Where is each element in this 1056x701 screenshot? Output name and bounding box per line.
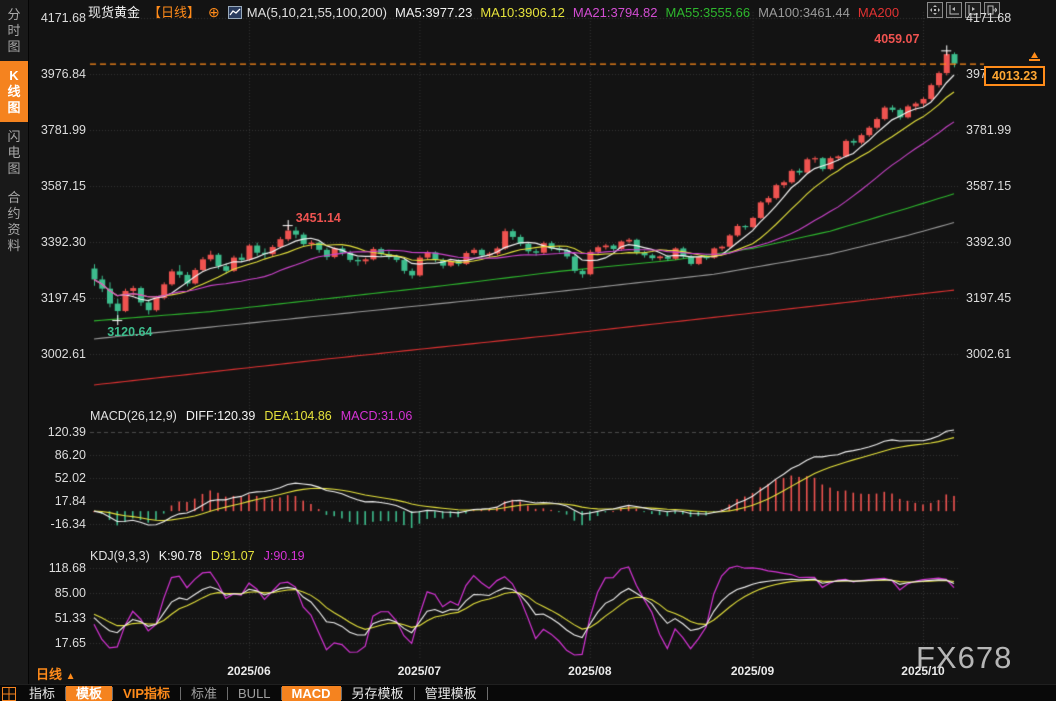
price-alert-icon[interactable] [1028,51,1041,69]
macd-value-readout: MACD:31.06 [340,409,413,423]
price-axis-label: 4171.68 [40,11,86,25]
sidebar-item-合约资料[interactable]: 合约资料 [7,190,21,253]
kdj-header: KDJ(9,3,3) K:90.78 D:91.07 J:90.19 [90,549,314,563]
kdj-axis-label: 17.65 [54,636,86,650]
y-axis-scale-icon[interactable] [946,2,962,18]
ma-readout: MA200 [857,5,900,20]
window-icons [924,2,1000,18]
kdj-axis-label: 51.33 [54,611,86,625]
swing-annotation: 3120.64 [107,325,153,340]
kdj-d-readout: D:91.07 [210,549,255,563]
ma-readout: MA21:3794.82 [572,5,658,20]
time-axis-label: 2025/07 [397,664,442,678]
toolbar-item-另存模板[interactable]: 另存模板 [351,685,404,701]
time-axis-label: 2025/09 [730,664,775,678]
price-axis-label: 3781.99 [40,123,86,137]
price-axis-label: 3587.15 [40,178,86,193]
price-axis-label: 3002.61 [966,347,1012,361]
ma-readout: MA100:3461.44 [758,5,850,20]
chart-header: 现货黄金 【日线】 ⊕ MA(5,10,21,55,100,200) MA5:3977.… [88,2,915,21]
ma-readout: MA5:3977.23 [394,5,473,20]
current-price-box: 4013.23 [984,66,1046,86]
toolbar-item-标准[interactable]: 标准 [191,685,218,701]
macd-diff-readout: DIFF:120.39 [185,409,256,423]
swing-annotation: 4059.07 [874,32,920,47]
ma-group-label: MA(5,10,21,55,100,200) [246,5,387,20]
toolbar-item-MACD[interactable]: MACD [281,685,341,701]
macd-header: MACD(26,12,9) DIFF:120.39 DEA:104.86 MACD:3… [90,409,421,423]
price-axis-label: 3197.45 [40,291,86,305]
time-axis-label: 2025/10 [901,664,945,678]
pan-tool-icon[interactable] [927,2,943,18]
collapse-panel-icon[interactable] [984,2,1000,18]
add-indicator-icon[interactable]: ⊕ [208,4,220,20]
ma-readout: MA10:3906.12 [480,5,565,20]
price-axis-label: 3002.61 [40,347,86,361]
price-axis-label: 3197.45 [966,291,1012,305]
period-selector[interactable]: 日线 ▲ [36,664,76,683]
price-axis-label: 3976.84 [40,66,86,81]
kdj-title: KDJ(9,3,3) [90,549,150,563]
chart-type-icon[interactable] [227,5,242,20]
period-tag[interactable]: 【日线】 [148,5,201,20]
kdj-axis-label: 85.00 [54,586,86,600]
kdj-j-readout: J:90.19 [263,549,305,563]
toolbar-item-管理模板[interactable]: 管理模板 [424,685,477,701]
swing-annotation: 3451.14 [295,211,341,226]
symbol-title: 现货黄金 [88,5,141,20]
period-arrow-icon: ▲ [65,671,76,682]
ma-readouts: MA5:3977.23 MA10:3906.12 MA21:3794.82 MA55:… [395,5,907,20]
watermark: FX678 [916,640,1013,675]
macd-axis-label: 17.84 [54,494,86,508]
x-axis-scale-icon[interactable] [965,2,981,18]
toolbar-item-指标[interactable]: 指标 [29,685,56,701]
indicator-grid-icon[interactable] [2,686,16,701]
price-axis-label: 3392.30 [966,235,1012,249]
macd-axis-label: 86.20 [54,448,86,462]
sidebar-item-闪电图[interactable]: 闪电图 [7,129,21,176]
macd-axis-label: 52.02 [54,471,86,485]
macd-axis-label: -16.34 [50,517,86,531]
toolbar-item-VIP指标[interactable]: VIP指标 [123,685,170,701]
bottom-toolbar: 指标 模板 VIP指标 标准 BULL MACD 另存模板 管理模板 [0,684,1056,701]
toolbar-item-BULL[interactable]: BULL [238,685,271,701]
time-axis-label: 2025/08 [568,664,612,678]
sidebar-item-分时图[interactable]: 分时图 [7,7,21,54]
price-axis-label: 3587.15 [966,178,1012,193]
price-axis-label: 3392.30 [40,235,86,249]
price-axis-label: 4171.68 [966,11,1012,25]
macd-axis-label: 120.39 [47,425,86,439]
period-label: 日线 [36,667,63,682]
kdj-axis-label: 118.68 [48,561,86,575]
price-axis-label: 3781.99 [966,123,1012,137]
toolbar-item-模板[interactable]: 模板 [66,685,113,701]
ma-readout: MA55:3555.66 [665,5,751,20]
time-axis-label: 2025/06 [227,664,271,678]
macd-title: MACD(26,12,9) [90,409,177,423]
macd-dea-readout: DEA:104.86 [264,409,332,423]
kdj-k-readout: K:90.78 [158,549,202,563]
